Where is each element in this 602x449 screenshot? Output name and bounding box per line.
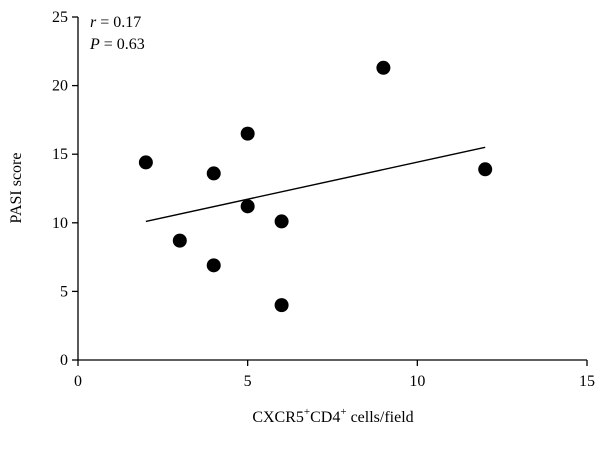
p-symbol: P [89,36,100,53]
data-point [172,233,187,248]
x-label-sup-2: + [340,406,346,418]
y-tick-label: 25 [52,9,68,26]
r-value: = 0.17 [96,14,141,31]
data-point [376,60,391,75]
x-tick-label: 5 [244,373,252,390]
y-tick-label: 5 [60,283,68,300]
data-point [240,126,255,141]
data-point [274,298,289,313]
x-tick-label: 0 [74,373,82,390]
y-tick-label: 0 [60,352,68,369]
x-tick-label: 15 [579,373,595,390]
data-point [138,155,153,170]
x-label-part-tail: cells/field [347,409,414,426]
plot-area: 0 5 10 15 20 25 0 5 10 15 [52,9,595,390]
p-value: = 0.63 [100,36,145,53]
data-point [240,199,255,214]
p-value-annotation: P = 0.63 [89,36,145,53]
regression-line [145,146,486,223]
y-tick-label: 20 [52,78,68,95]
data-point [206,258,221,273]
data-point [206,166,221,181]
y-axis-label: PASI score [8,153,25,224]
x-label-sup-1: + [304,406,310,418]
y-tick-label: 15 [52,146,68,163]
x-axis-label: CXCR5+CD4+ cells/field [252,406,413,426]
data-point [274,214,289,229]
x-label-part-cd4: CD4 [310,409,340,426]
correlation-annotation: r = 0.17 [90,14,141,31]
data-point [478,162,493,177]
y-tick-label: 10 [52,215,68,232]
r-symbol: r [90,14,97,31]
x-label-part-cxcr5: CXCR5 [252,409,304,426]
x-tick-label: 10 [409,373,425,390]
